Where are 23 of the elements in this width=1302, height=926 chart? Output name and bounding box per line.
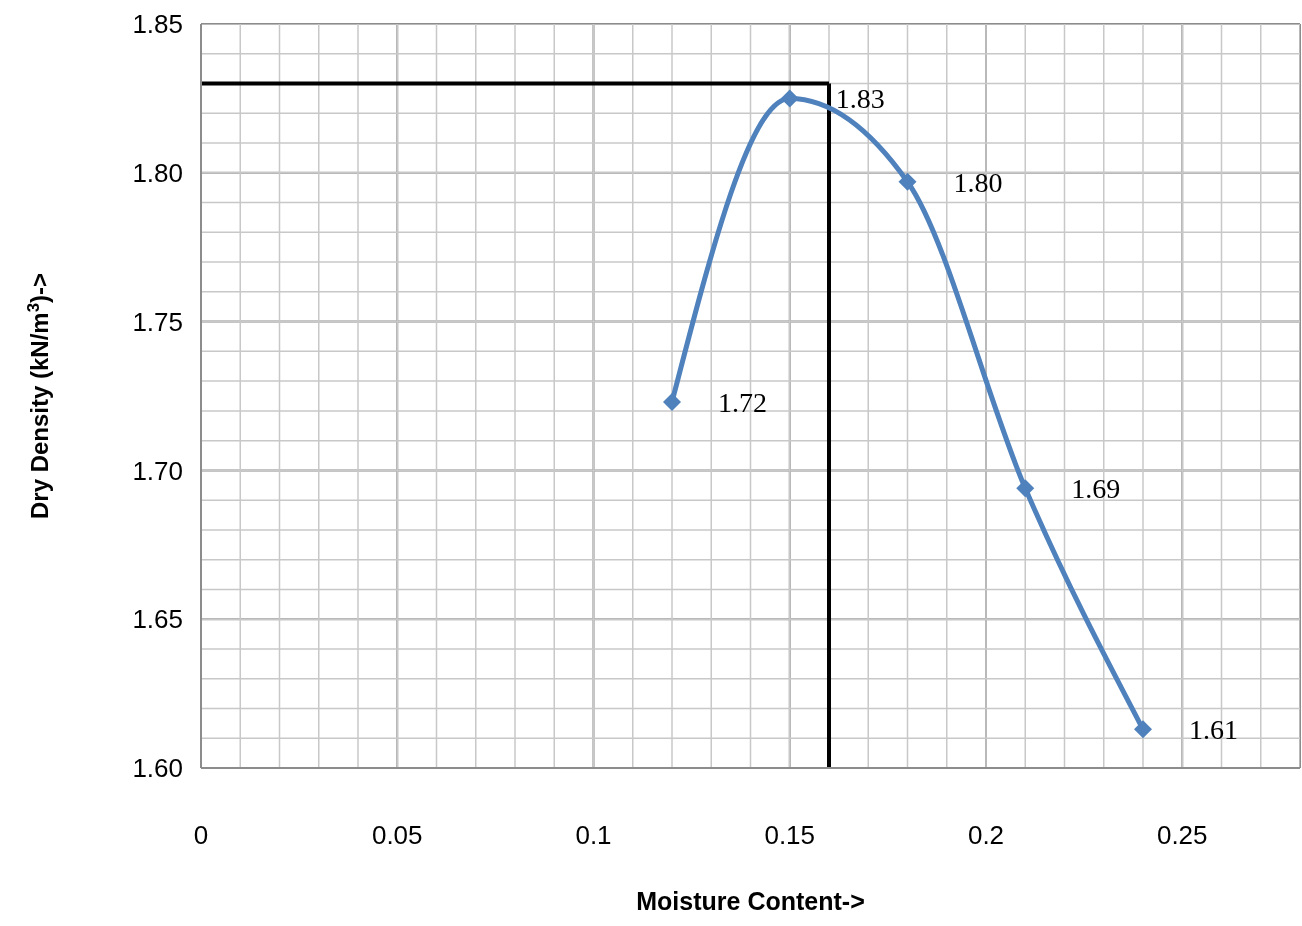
data-label: 1.83 bbox=[835, 83, 885, 115]
point bbox=[898, 172, 917, 191]
point bbox=[780, 89, 799, 108]
x-axis-title: Moisture Content-> bbox=[636, 887, 865, 915]
y-tick-label: 1.80 bbox=[132, 158, 183, 189]
data-label: 1.69 bbox=[1071, 473, 1121, 505]
x-tick-label: 0.2 bbox=[967, 820, 1005, 851]
data-label: 1.61 bbox=[1189, 714, 1238, 746]
y-tick-label: 1.65 bbox=[132, 604, 183, 635]
point bbox=[1016, 479, 1035, 498]
point bbox=[663, 392, 681, 411]
x-tick-label: 0.1 bbox=[575, 820, 612, 851]
x-tick-label: 0.05 bbox=[371, 820, 423, 851]
data-label: 1.80 bbox=[953, 166, 1003, 198]
point bbox=[1134, 720, 1152, 739]
y-tick-label: 1.70 bbox=[132, 455, 183, 486]
x-tick-label: 0.15 bbox=[764, 820, 816, 851]
y-tick-label: 1.85 bbox=[132, 9, 183, 40]
y-tick-label: 1.75 bbox=[132, 306, 183, 337]
data-label: 1.72 bbox=[718, 386, 767, 418]
x-tick-label: 0 bbox=[193, 820, 209, 851]
y-tick-label: 1.60 bbox=[132, 753, 183, 784]
x-tick-label: 0.25 bbox=[1156, 820, 1208, 851]
